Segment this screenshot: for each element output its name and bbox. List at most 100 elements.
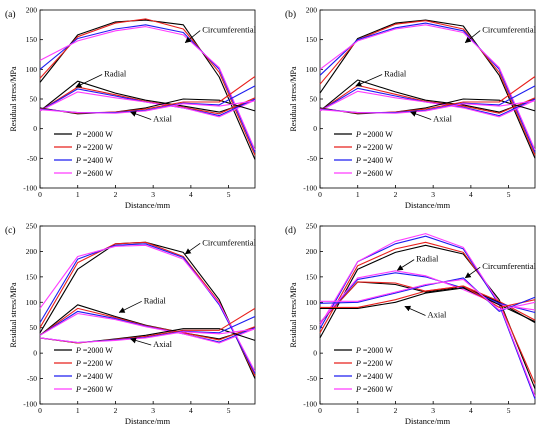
y-tick-label: 200 (26, 247, 38, 256)
series-line (39, 312, 256, 344)
legend-value: =2000 W (81, 130, 113, 139)
chart-panel-a: -100 -50 0 50 100 150 200 0 1 2 3 4 5 Residual stress… (5, 6, 257, 211)
y-tick-label: 0 (33, 349, 37, 358)
y-tick-label: 0 (33, 124, 37, 133)
annotation-label: Circumferential (482, 25, 536, 35)
panel-label: (d) (285, 225, 296, 236)
x-tick-label: 1 (76, 190, 80, 199)
annotation-arrow (410, 111, 432, 120)
annotation-label: Axial (153, 339, 173, 349)
annotation-arrow (130, 111, 152, 120)
legend-var: P (355, 169, 361, 178)
legend-value: =2600 W (81, 169, 113, 178)
legend-var: P (355, 130, 361, 139)
x-tick-label: 5 (227, 406, 231, 415)
x-tick-label: 4 (189, 406, 193, 415)
legend-entry: P =2200 W (75, 143, 113, 152)
y-tick-label: -50 (27, 374, 37, 383)
legend-entry: P =2600 W (355, 169, 393, 178)
y-tick-label: 50 (310, 95, 318, 104)
plot-frame (319, 225, 536, 405)
series-line (39, 328, 256, 344)
y-tick-label: 200 (306, 247, 318, 256)
legend-entry: P =2400 W (355, 372, 393, 381)
series-line (319, 272, 536, 323)
x-tick-label: 1 (76, 406, 80, 415)
annotation-label: Radial (104, 68, 127, 78)
series-line (319, 20, 536, 156)
series-line (319, 277, 536, 312)
series-line (319, 98, 536, 115)
panel-label: (a) (5, 9, 16, 20)
series-line (39, 76, 256, 114)
legend-value: =2200 W (361, 359, 393, 368)
x-tick-label: 4 (469, 190, 473, 199)
chart-panel-c: -100 -50 0 50 100 150 200 250 0 1 2 3 4 5 Residual str… (5, 222, 257, 427)
x-tick-label: 1 (356, 190, 360, 199)
annotation-arrow (355, 74, 383, 87)
legend-value: =2200 W (361, 143, 393, 152)
y-tick-label: -100 (303, 400, 317, 409)
x-tick-label: 0 (318, 406, 322, 415)
annotation-arrow (118, 300, 142, 313)
legend-entry: P =2400 W (75, 156, 113, 165)
legend-value: =2600 W (81, 385, 113, 394)
series-line (39, 18, 256, 156)
legend-entry: P =2000 W (355, 130, 393, 139)
legend-var: P (75, 156, 81, 165)
legend-var: P (355, 359, 361, 368)
annotation-arrow (464, 30, 481, 43)
annotation-arrow (464, 266, 481, 279)
y-tick-label: 250 (26, 222, 38, 231)
legend: P =2000 W P =2200 W P =2400 W P =2600 W (54, 346, 113, 394)
legend-entry: P =2600 W (75, 385, 113, 394)
y-tick-label: -100 (303, 184, 317, 193)
x-tick-label: 5 (227, 190, 231, 199)
legend-entry: P =2200 W (355, 143, 393, 152)
legend-value: =2200 W (81, 143, 113, 152)
annotation-arrow (184, 242, 201, 255)
annotation-arrow (184, 30, 201, 43)
legend-entry: P =2000 W (75, 346, 113, 355)
x-tick-label: 2 (394, 190, 398, 199)
y-tick-label: 200 (26, 6, 38, 15)
y-tick-label: 100 (306, 65, 318, 74)
plot-frame (39, 225, 256, 405)
y-tick-label: 150 (306, 35, 318, 44)
series-line (319, 22, 536, 153)
y-tick-label: -50 (27, 154, 37, 163)
x-tick-label: 2 (394, 406, 398, 415)
legend-var: P (75, 143, 81, 152)
legend-value: =2600 W (361, 385, 393, 394)
legend-var: P (75, 169, 81, 178)
series-line (319, 79, 536, 113)
series-line (39, 98, 256, 115)
legend-entry: P =2400 W (355, 156, 393, 165)
series-line (39, 19, 256, 160)
legend-value: =2400 W (81, 156, 113, 165)
chart-panel-d: -100 -50 0 50 100 150 200 250 0 1 2 3 4 5 Residual str… (285, 222, 537, 427)
series-line (320, 285, 536, 308)
annotation-arrow (75, 74, 103, 88)
series-line (39, 241, 256, 377)
legend-entry: P =2600 W (355, 385, 393, 394)
legend-var: P (355, 346, 361, 355)
y-tick-label: 200 (306, 6, 318, 15)
series-line (39, 100, 256, 114)
legend-value: =2400 W (361, 156, 393, 165)
legend-entry: P =2400 W (75, 372, 113, 381)
y-tick-label: 150 (26, 35, 38, 44)
legend-value: =2000 W (361, 346, 393, 355)
x-tick-label: 2 (114, 406, 118, 415)
x-tick-label: 2 (114, 190, 118, 199)
x-tick-label: 3 (151, 406, 155, 415)
y-tick-label: -100 (23, 400, 37, 409)
legend-entry: P =2200 W (75, 359, 113, 368)
legend-value: =2400 W (81, 372, 113, 381)
x-tick-label: 3 (431, 190, 435, 199)
x-tick-label: 1 (356, 406, 360, 415)
legend-entry: P =2000 W (355, 346, 393, 355)
panel-label: (b) (285, 9, 296, 20)
y-tick-label: 100 (306, 298, 318, 307)
